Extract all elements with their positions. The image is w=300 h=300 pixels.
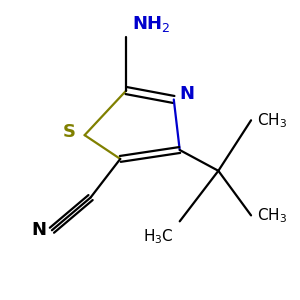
Text: S: S (63, 123, 76, 141)
Text: H$_3$C: H$_3$C (143, 227, 174, 246)
Text: CH$_3$: CH$_3$ (257, 206, 287, 225)
Text: N: N (31, 221, 46, 239)
Text: CH$_3$: CH$_3$ (257, 111, 287, 130)
Text: NH$_2$: NH$_2$ (132, 14, 171, 34)
Text: N: N (180, 85, 195, 103)
